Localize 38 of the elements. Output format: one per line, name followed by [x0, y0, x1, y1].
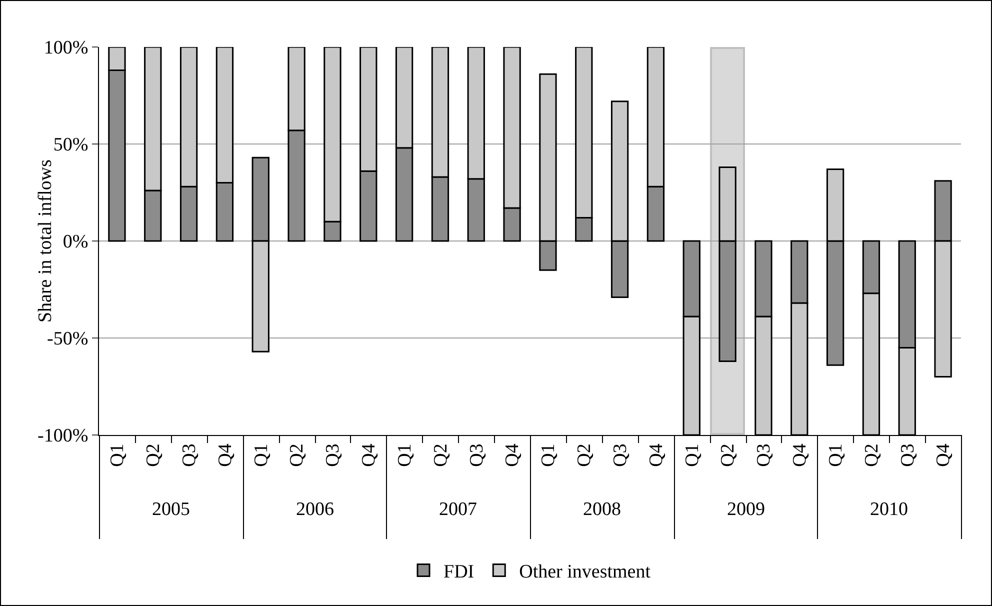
- x-tick-label: Q4: [646, 443, 667, 467]
- x-tick-label: Q1: [250, 444, 272, 467]
- x-tick-label: Q2: [718, 444, 739, 467]
- x-tick-label: Q1: [682, 444, 703, 467]
- text: 2005: [152, 499, 190, 520]
- y-tick-label: -50%: [47, 328, 88, 350]
- text: 2006: [296, 499, 334, 520]
- x-tick-label: Q3: [897, 444, 918, 467]
- x-tick-label: Q3: [322, 444, 344, 467]
- y-tick-label: 0%: [62, 232, 88, 253]
- x-tick-label: Q3: [754, 444, 775, 467]
- x-tick-label: Q4: [790, 443, 811, 467]
- x-tick-label: Q4: [933, 443, 954, 467]
- x-tick-label: Q4: [358, 443, 380, 467]
- x-tick-label: Q2: [286, 444, 308, 467]
- x-tick-label: Q1: [394, 444, 416, 467]
- x-tick-label: Q3: [610, 444, 631, 467]
- y-tick-label: -100%: [38, 426, 88, 447]
- x-tick-label: Q4: [502, 443, 524, 467]
- x-tick-label: Q3: [466, 444, 488, 467]
- y-tick-label: 50%: [53, 134, 88, 156]
- x-tick-label: Q2: [861, 444, 882, 467]
- x-tick-label: Q2: [430, 444, 452, 467]
- text: 2010: [870, 499, 908, 520]
- x-tick-label: Q4: [214, 443, 236, 467]
- text: 2008: [583, 499, 621, 520]
- x-tick-label: Q1: [107, 444, 128, 467]
- text: 2009: [727, 499, 765, 520]
- legend-label: FDI: [444, 562, 474, 583]
- x-tick-label: Q1: [538, 444, 560, 467]
- y-axis-title: Share in total inflows: [35, 159, 56, 323]
- x-tick-label: Q2: [143, 444, 164, 467]
- x-tick-label: Q1: [825, 444, 846, 467]
- x-tick-label: Q2: [574, 444, 596, 467]
- legend-label: Other investment: [519, 562, 652, 583]
- text: 2007: [439, 499, 477, 520]
- x-tick-label: Q3: [178, 444, 200, 467]
- y-tick-label: 100%: [44, 38, 88, 59]
